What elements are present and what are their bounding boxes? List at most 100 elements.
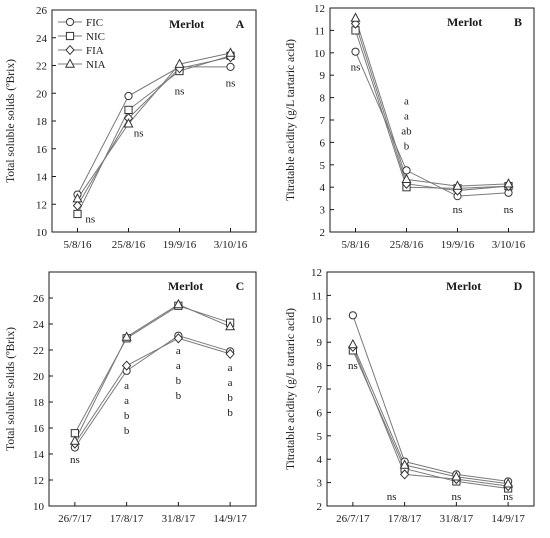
legend-marker-fic [65,17,75,27]
chart-b-y-tick-label: 8 [320,93,326,105]
legend-label-fia: FIA [86,45,104,57]
chart-d-x-tick-label: 26/7/17 [336,513,370,525]
chart-d-series-line-nia [352,344,509,485]
chart-c-y-axis-label: Total soluble solids (ºBrix) [5,327,17,451]
chart-b-panel-label: B [514,15,522,29]
chart-b-series-line-fic [355,51,509,197]
chart-c-series-line-fic [74,335,231,448]
chart-c-significance-label: a [228,377,233,389]
chart-c-point-nia [69,435,80,445]
chart-b-x-tick-label: 25/8/16 [390,239,424,251]
chart-c-point-nia [225,320,236,331]
chart-b-significance-label: b [404,140,410,152]
chart-c-y-tick-label: 18 [33,397,45,409]
chart-c-plot-frame [48,271,257,507]
chart-d-y-tick-label: 4 [317,454,323,466]
chart-b-series-line-nic [355,30,509,189]
chart-c-point-fia [173,333,184,344]
chart-c-significance-label: a [124,395,129,407]
chart-a-point-fic [226,62,235,71]
chart-b-significance-label: a [404,110,409,122]
legend-label-nia: NIA [86,59,106,71]
chart-c-x-tick-label: 26/7/17 [58,513,92,525]
chart-b-x-tick-label: 5/8/16 [341,239,370,251]
chart-b-y-tick-label: 11 [314,25,325,37]
chart-b-significance-label: ns [351,62,361,74]
chart-b-x-tick-label: 19/9/16 [441,239,475,251]
chart-b-point-fic [351,47,360,56]
chart-d-point-fic [348,311,357,320]
chart-b-y-tick-label: 4 [320,182,326,194]
chart-b-y-tick-label: 9 [320,70,326,82]
chart-a: 10 12 14 16 18 20 22 24 26 5/8/16 25/8/16 19/9/16 3/… [5,5,257,251]
chart-b-x-tick-label: 3/10/16 [492,239,526,251]
chart-a-series-line-nic [77,55,231,215]
chart-d-series-line-fia [352,346,509,487]
chart-d-significance-label: ns [387,491,397,503]
chart-b-plot-frame [329,7,535,233]
chart-c-point-nia [173,298,184,309]
chart-a-series-line-fia [77,56,231,206]
chart-a-point-nia [225,47,236,57]
chart-a-y-tick-label: 24 [36,33,48,45]
chart-a-x-tick-label: 25/8/16 [112,239,146,251]
chart-a-y-tick-label: 16 [36,144,48,156]
chart-a-point-nic [124,105,133,115]
chart-b-y-tick-label: 7 [320,115,326,127]
chart-a-y-tick-label: 20 [36,88,48,100]
legend: FIC NIC FIA NIA [58,17,106,71]
chart-c-significance-label: a [176,345,181,357]
chart-d-x-tick-label: 14/9/17 [491,513,525,525]
chart-d-y-tick-label: 11 [311,290,322,302]
chart-a-point-fia [72,200,83,211]
chart-d-y-tick-label: 3 [317,478,323,490]
chart-d-y-axis-label: Titratable acidity (g/L tartaric acid) [285,308,297,470]
legend-marker-fia [65,44,75,56]
chart-d-x-tick-label: 31/8/17 [440,513,474,525]
chart-d-y-tick-label: 5 [317,431,323,443]
chart-b-y-tick-label: 6 [320,137,326,149]
chart-c-significance-label: b [176,390,182,402]
chart-c-series-line-nic [74,305,231,434]
chart-b-point-nia [503,178,514,188]
chart-c-significance-label: b [124,410,130,422]
chart-a-panel-label: A [236,17,245,31]
chart-a-y-tick-label: 10 [36,227,48,239]
chart-d-y-tick-label: 6 [317,407,323,419]
chart-d-significance-label: ns [451,491,461,503]
chart-c-series-line-nia [74,303,231,442]
chart-b-point-nia [401,173,412,184]
chart-b-significance-label: a [404,95,409,107]
chart-b-y-tick-label: 10 [314,48,326,60]
legend-label-fic: FIC [86,17,103,29]
chart-a-series-line-fic [77,66,231,195]
chart-d-point-fia [399,469,410,480]
chart-c-significance-label: b [227,392,233,404]
chart-b-point-nia [452,180,463,190]
chart-a-x-tick-label: 5/8/16 [63,239,92,251]
chart-c-y-tick-label: 20 [33,371,45,383]
chart-d: 2 3 4 5 6 7 8 9 10 11 12 26/7/17 17/8/17 31/8/17 14/9/… [285,267,535,525]
chart-b-y-tick-label: 5 [320,160,326,172]
legend-marker-nic [65,31,75,41]
chart-b-significance-label: ns [453,204,463,216]
chart-a-y-axis-label: Total soluble solids (ºBrix) [5,59,17,183]
chart-d-significance-label: ns [503,491,513,503]
chart-c-significance-label: b [124,425,130,437]
chart-b-y-tick-label: 12 [314,3,325,15]
chart-b-y-axis-label: Titratable acidity (g/L tartaric acid) [285,39,297,201]
chart-d-panel-label: D [514,279,523,293]
chart-a-y-tick-label: 22 [36,61,47,73]
chart-b-point-nia [350,12,361,22]
chart-a-x-tick-label: 19/9/16 [163,239,197,251]
chart-a-cultivar-label: Merlot [169,17,204,31]
chart-c-point-nia [121,331,132,341]
chart-b-y-tick-label: 2 [320,227,326,239]
chart-a-y-tick-label: 26 [36,5,48,17]
chart-b-point-fia [350,18,361,29]
chart-d-y-tick-label: 8 [317,361,323,373]
chart-a-y-tick-label: 12 [36,199,47,211]
chart-a-series-line-nia [77,52,231,199]
chart-a-point-nia [123,118,134,128]
